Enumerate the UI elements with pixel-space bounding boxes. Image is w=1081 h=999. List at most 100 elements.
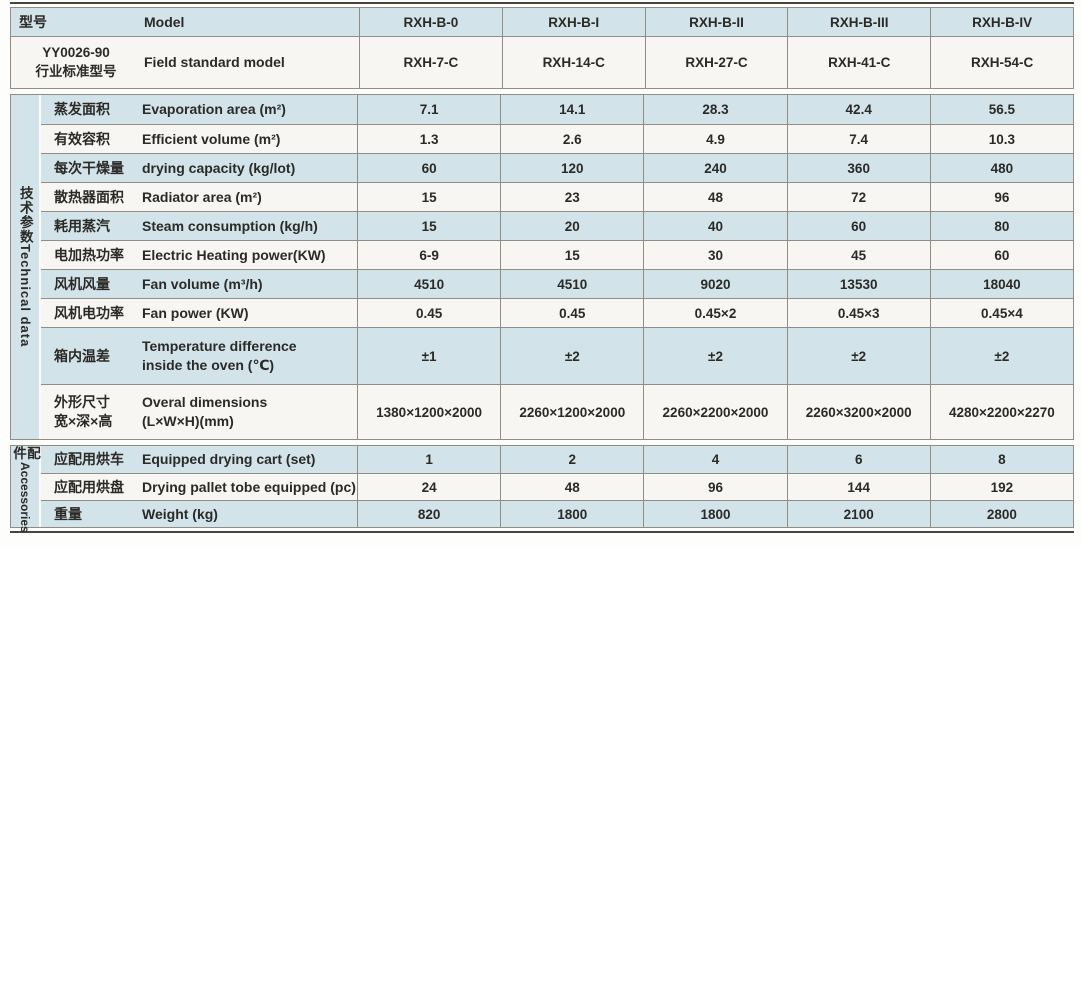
spec-value: 48 <box>643 183 786 211</box>
spec-value: 42.4 <box>786 95 930 124</box>
spec-value: 2.6 <box>500 125 643 153</box>
spec-value: 2260×2200×2000 <box>643 385 786 439</box>
spec-value: 192 <box>929 474 1073 500</box>
row-label-zh: 每次干燥量 <box>54 159 124 176</box>
model-name: RXH-B-IV <box>930 8 1073 36</box>
spec-value: ±2 <box>929 328 1073 384</box>
spec-row-overall-dimensions: 外形尺寸 宽×深×高 Overal dimensions (L×W×H)(mm)… <box>41 384 1073 439</box>
spec-row-drying-cart: 应配用烘车 Equipped drying cart (set) 1 2 4 6… <box>41 446 1073 473</box>
row-label-en: Electric Heating power(KW) <box>142 246 326 263</box>
spec-value: 0.45×4 <box>929 299 1073 327</box>
row-label-en: Fan volume (m³/h) <box>142 275 263 292</box>
spec-value: ±2 <box>500 328 643 384</box>
spec-value: ±1 <box>357 328 500 384</box>
spec-value: 28.3 <box>643 95 786 124</box>
spec-row-fan-power: 风机电功率 Fan power (KW) 0.45 0.45 0.45×2 0.… <box>41 298 1073 327</box>
model-row: 型号 Model RXH-B-0 RXH-B-I RXH-B-II RXH-B-… <box>11 8 1073 36</box>
spec-table: 型号 Model RXH-B-0 RXH-B-I RXH-B-II RXH-B-… <box>10 2 1074 533</box>
spec-value: 0.45 <box>357 299 500 327</box>
group-label-accessories: 配件 Accessories <box>11 446 41 532</box>
spec-value: 56.5 <box>929 95 1073 124</box>
standard-model-name: RXH-27-C <box>644 37 788 88</box>
spec-value: 4510 <box>500 270 643 298</box>
spec-value: 4.9 <box>643 125 786 153</box>
spec-value: 7.1 <box>357 95 500 124</box>
spec-row-radiator-area: 散热器面积 Radiator area (m²) 15 23 48 72 96 <box>41 182 1073 211</box>
spec-value: 9020 <box>643 270 786 298</box>
row-label-zh: 耗用蒸汽 <box>54 217 110 234</box>
row-label-zh: 箱内温差 <box>54 347 110 364</box>
spec-value: ±2 <box>786 328 930 384</box>
spec-value: 0.45 <box>500 299 643 327</box>
row-label-zh: 风机电功率 <box>54 304 124 321</box>
spec-value: 60 <box>929 241 1073 269</box>
spec-value: 1800 <box>500 501 643 527</box>
spec-value: 45 <box>786 241 930 269</box>
standard-model-row: YY0026-90 行业标准型号 Field standard model RX… <box>11 36 1073 88</box>
row-label-en: drying capacity (kg/lot) <box>142 159 296 176</box>
spec-value: 23 <box>500 183 643 211</box>
group-label-en: Accessories <box>18 461 32 533</box>
row-label-zh: 风机风量 <box>54 275 110 292</box>
spec-value: 18040 <box>929 270 1073 298</box>
model-label-en: Model <box>144 13 185 30</box>
spec-value: 20 <box>500 212 643 240</box>
spec-value: 240 <box>643 154 786 182</box>
top-border-rule <box>10 2 1074 4</box>
spec-value: 2260×1200×2000 <box>500 385 643 439</box>
row-label-en: Efficient volume (m²) <box>142 130 281 147</box>
row-label-en: Fan power (KW) <box>142 304 249 321</box>
model-header-section: 型号 Model RXH-B-0 RXH-B-I RXH-B-II RXH-B-… <box>10 7 1074 89</box>
spec-value: 24 <box>357 474 500 500</box>
spec-row-drying-pallet: 应配用烘盘 Drying pallet tobe equipped (pc) 2… <box>41 473 1073 500</box>
spec-value: 480 <box>929 154 1073 182</box>
spec-value: 2800 <box>929 501 1073 527</box>
spec-value: 820 <box>357 501 500 527</box>
spec-value: 0.45×2 <box>643 299 786 327</box>
row-label-zh: 电加热功率 <box>54 246 124 263</box>
row-label-zh: 应配用烘车 <box>54 451 124 468</box>
accessories-section: 配件 Accessories 应配用烘车 Equipped drying cart… <box>10 445 1074 532</box>
spec-value: 7.4 <box>786 125 930 153</box>
spec-value: 96 <box>643 474 786 500</box>
spec-value: 0.45×3 <box>786 299 930 327</box>
spec-value: 80 <box>929 212 1073 240</box>
spec-value: 13530 <box>786 270 930 298</box>
spec-value: 1800 <box>643 501 786 527</box>
spec-value: 2 <box>500 446 643 473</box>
spec-value: ±2 <box>643 328 786 384</box>
spec-value: 4280×2200×2270 <box>929 385 1073 439</box>
spec-value: 60 <box>786 212 930 240</box>
spec-row-evaporation-area: 蒸发面积 Evaporation area (m²) 7.1 14.1 28.3… <box>41 95 1073 124</box>
spec-value: 15 <box>357 183 500 211</box>
spec-value: 10.3 <box>929 125 1073 153</box>
spec-value: 120 <box>500 154 643 182</box>
spec-row-fan-volume: 风机风量 Fan volume (m³/h) 4510 4510 9020 13… <box>41 269 1073 298</box>
spec-value: 1.3 <box>357 125 500 153</box>
spec-value: 2260×3200×2000 <box>786 385 930 439</box>
group-label-zh: 技术参数 <box>17 186 33 245</box>
spec-value: 30 <box>643 241 786 269</box>
spec-row-temperature-difference: 箱内温差 Temperature difference inside the o… <box>41 327 1073 384</box>
spec-row-electric-heating-power: 电加热功率 Electric Heating power(KW) 6-9 15 … <box>41 240 1073 269</box>
spec-row-weight: 重量 Weight (kg) 820 1800 1800 2100 2800 <box>41 500 1073 527</box>
spec-value: 4 <box>643 446 786 473</box>
spec-value: 8 <box>929 446 1073 473</box>
row-label-en: Radiator area (m²) <box>142 188 262 205</box>
model-name: RXH-B-0 <box>359 8 502 36</box>
standard-model-name: RXH-14-C <box>501 37 645 88</box>
row-label-zh: 外形尺寸 宽×深×高 <box>54 394 113 429</box>
spec-value: 6 <box>786 446 930 473</box>
spec-value: 48 <box>500 474 643 500</box>
spec-value: 40 <box>643 212 786 240</box>
model-name: RXH-B-II <box>644 8 788 36</box>
model-label-zh: 型号 <box>19 14 47 30</box>
row-label-en: Equipped drying cart (set) <box>142 451 316 468</box>
row-label-en: Evaporation area (m²) <box>142 101 286 118</box>
spec-value: 2100 <box>786 501 930 527</box>
spec-row-drying-capacity: 每次干燥量 drying capacity (kg/lot) 60 120 24… <box>41 153 1073 182</box>
row-label-en: Steam consumption (kg/h) <box>142 217 318 234</box>
spec-value: 6-9 <box>357 241 500 269</box>
model-name: RXH-B-III <box>787 8 930 36</box>
group-label-zh: 配件 <box>11 446 40 462</box>
